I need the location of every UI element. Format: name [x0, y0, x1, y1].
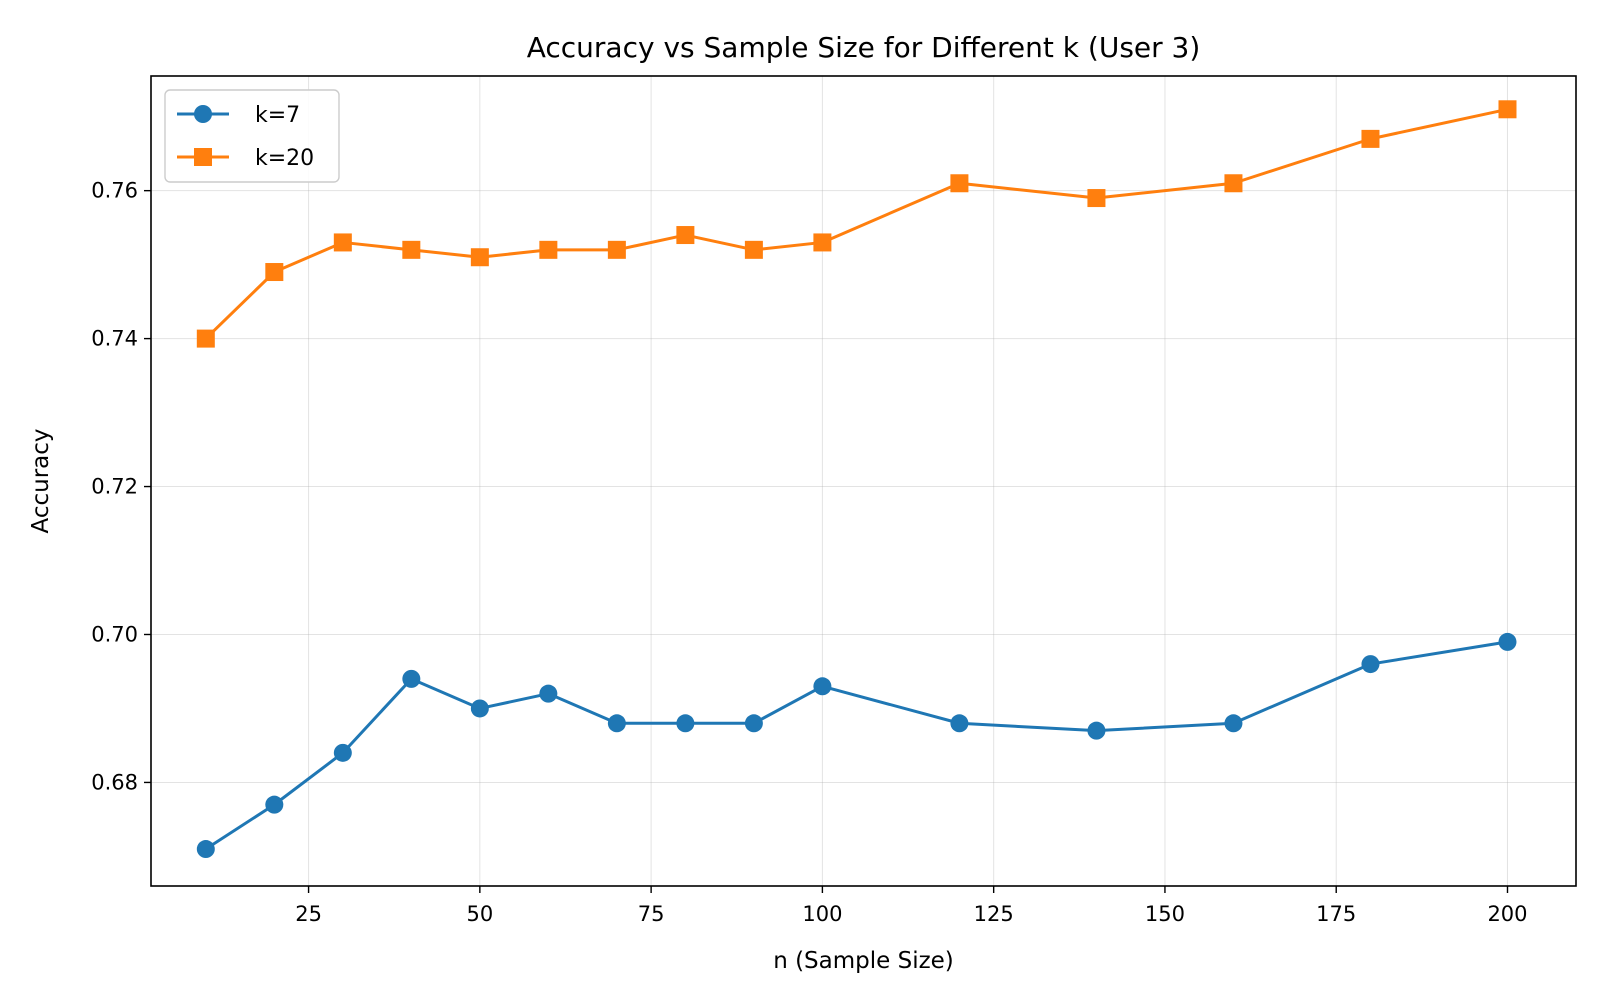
- data-point: [950, 714, 969, 733]
- x-axis-label: n (Sample Size): [773, 948, 954, 974]
- series-layer: [196, 100, 1517, 859]
- data-point: [470, 248, 489, 267]
- x-tick-label: 100: [802, 902, 842, 926]
- data-point: [265, 795, 284, 814]
- x-tick-label: 50: [466, 902, 493, 926]
- legend-label: k=7: [255, 103, 300, 128]
- data-point: [470, 699, 489, 718]
- data-point: [1498, 100, 1517, 119]
- data-point: [1498, 632, 1517, 651]
- axis-ticks: 25 50 75 100 125 150 175 200 0.68 0.70 0.72 0.74 0.7…: [91, 179, 1527, 926]
- data-point: [1361, 129, 1380, 148]
- data-point: [265, 263, 284, 282]
- y-tick-label: 0.72: [91, 475, 138, 499]
- data-point: [1224, 174, 1243, 193]
- data-point: [744, 240, 763, 259]
- plot-frame: [150, 75, 1577, 887]
- chart-title: Accuracy vs Sample Size for Different k …: [527, 31, 1201, 64]
- data-point: [607, 714, 626, 733]
- data-point: [1361, 655, 1380, 674]
- x-tick-label: 175: [1316, 902, 1356, 926]
- legend-marker: [194, 105, 212, 123]
- data-point: [196, 329, 215, 348]
- data-point: [676, 226, 695, 245]
- data-point: [1224, 714, 1243, 733]
- data-point: [813, 233, 832, 252]
- x-tick-label: 75: [638, 902, 665, 926]
- x-tick-label: 25: [295, 902, 322, 926]
- legend: k=7 k=20: [164, 89, 340, 183]
- x-tick-label: 150: [1145, 902, 1185, 926]
- data-point: [333, 743, 352, 762]
- data-point: [196, 840, 215, 859]
- data-point: [539, 684, 558, 703]
- y-tick-label: 0.68: [91, 770, 138, 794]
- y-tick-label: 0.74: [91, 327, 138, 351]
- data-point: [402, 669, 421, 688]
- legend-marker: [194, 148, 212, 166]
- x-tick-label: 200: [1487, 902, 1527, 926]
- grid-lines: [151, 76, 1576, 886]
- y-axis-label: Accuracy: [28, 428, 54, 533]
- data-point: [402, 240, 421, 259]
- data-point: [950, 174, 969, 193]
- data-point: [744, 714, 763, 733]
- data-point: [539, 240, 558, 259]
- data-point: [607, 240, 626, 259]
- data-point: [813, 677, 832, 696]
- x-tick-label: 125: [974, 902, 1014, 926]
- y-tick-label: 0.70: [91, 622, 138, 646]
- y-tick-label: 0.76: [91, 179, 138, 203]
- data-point: [333, 233, 352, 252]
- data-point: [676, 714, 695, 733]
- data-point: [1087, 721, 1106, 740]
- data-point: [1087, 189, 1106, 208]
- legend-label: k=20: [255, 146, 314, 171]
